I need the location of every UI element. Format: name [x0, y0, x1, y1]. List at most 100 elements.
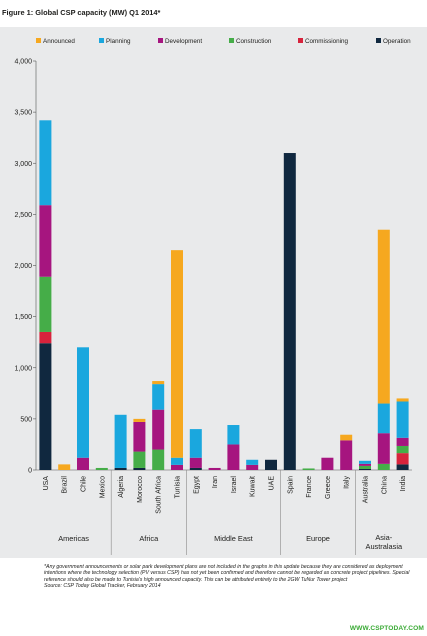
bar-segment-iran-development	[208, 467, 221, 470]
y-tick-label: 3,000	[14, 161, 32, 168]
footnote: *Any government announcements or solar p…	[44, 564, 414, 589]
y-tick-label: 1,000	[14, 365, 32, 372]
figure-title: Figure 1: Global CSP capacity (MW) Q1 20…	[2, 8, 161, 17]
x-tick-label-iran: Iran	[212, 476, 219, 488]
footnote-text: *Any government announcements or solar p…	[44, 564, 410, 583]
x-tick-label-egypt: Egypt	[193, 476, 200, 494]
bar-segment-australia-construction	[359, 465, 371, 469]
x-tick-label-uae: UAE	[269, 476, 276, 491]
bar-segment-algeria-planning	[114, 414, 127, 468]
group-label-middle-east: Middle East	[214, 534, 253, 543]
bar-segment-morocco-operation	[133, 467, 146, 470]
legend-label-announced: Announced	[43, 38, 75, 45]
x-tick-label-chile: Chile	[81, 476, 88, 492]
bar-segment-india-development	[396, 437, 409, 446]
group-label-americas: Americas	[58, 534, 89, 543]
x-tick-label-mexico: Mexico	[99, 476, 106, 498]
bar-segment-morocco-announced	[133, 418, 146, 422]
legend-swatch-development	[158, 38, 163, 43]
x-tick-label-morocco: Morocco	[137, 476, 144, 503]
legend-swatch-construction	[229, 38, 234, 43]
x-tick-label-algeria: Algeria	[118, 476, 125, 498]
bar-segment-israel-planning	[227, 425, 240, 445]
legend-label-development: Development	[165, 38, 202, 45]
y-tick-label: 500	[20, 416, 32, 423]
legend-label-construction: Construction	[236, 38, 272, 45]
bar-segment-usa-construction	[39, 276, 52, 332]
bar-segment-chile-development	[77, 457, 89, 470]
bar-segment-china-planning	[377, 403, 390, 434]
group-label-africa: Africa	[139, 534, 159, 543]
bar-segment-algeria-operation	[114, 467, 127, 470]
x-tick-label-spain: Spain	[287, 476, 294, 494]
bar-segment-india-operation	[396, 464, 409, 470]
x-tick-label-kuwait: Kuwait	[250, 476, 257, 497]
y-tick-label: 4,000	[14, 59, 32, 66]
x-tick-label-usa: USA	[43, 476, 50, 491]
bar-segment-usa-operation	[39, 343, 52, 470]
legend-swatch-planning	[99, 38, 104, 43]
bar-segment-australia-planning	[359, 460, 371, 464]
group-label-asia-australasia-line1: Asia-	[375, 533, 392, 542]
stacked-bar-chart: Announced Planning Development Construction…	[14, 38, 412, 555]
bar-segment-egypt-development	[189, 457, 202, 468]
bar-segment-usa-commissioning	[39, 331, 52, 344]
site-url-link[interactable]: WWW.CSPTODAY.COM	[349, 625, 424, 632]
x-tick-label-china: China	[381, 476, 388, 494]
bar-segment-china-construction	[377, 463, 390, 470]
bar-segment-china-development	[377, 433, 390, 464]
bar-segment-egypt-operation	[189, 467, 202, 470]
y-tick-label: 2,000	[14, 263, 32, 270]
bar-segment-usa-planning	[39, 120, 52, 206]
chart-panel: Announced Planning Development Construction…	[0, 27, 427, 558]
bar-segment-italy-announced	[340, 434, 353, 441]
bar-segment-tunisia-announced	[171, 250, 183, 458]
y-tick-label: 1,500	[14, 314, 32, 321]
bar-segment-tunisia-development	[171, 464, 183, 470]
y-tick-label: 2,500	[14, 212, 32, 219]
bar-segment-morocco-development	[133, 421, 146, 452]
bar-segment-egypt-planning	[189, 429, 202, 458]
bar-segment-south-africa-development	[152, 409, 165, 450]
x-tick-label-italy: Italy	[344, 476, 351, 489]
legend-swatch-operation	[376, 38, 381, 43]
bar-segment-south-africa-announced	[152, 381, 165, 385]
x-tick-label-israel: Israel	[231, 476, 238, 494]
legend-label-operation: Operation	[383, 38, 411, 45]
y-tick-label: 0	[28, 468, 32, 475]
bar-segment-usa-development	[39, 205, 52, 277]
bar-segment-uae-operation	[265, 459, 277, 470]
source-text: Source: CSP Today Global Tracker, Februa…	[44, 582, 161, 589]
bar-segment-india-commissioning	[396, 453, 409, 465]
x-tick-label-brazil: Brazil	[62, 476, 69, 494]
x-tick-label-greece: Greece	[325, 476, 332, 499]
bar-segment-spain-operation	[283, 153, 296, 470]
bar-segment-israel-development	[227, 444, 240, 470]
x-tick-label-tunisia: Tunisia	[175, 476, 182, 498]
y-tick-label: 3,500	[14, 110, 32, 117]
bar-segment-india-construction	[396, 445, 409, 454]
x-tick-label-india: India	[400, 476, 407, 491]
group-label-asia-australasia-line2: Australasia	[366, 542, 403, 551]
bar-segment-kuwait-planning	[246, 459, 259, 465]
bar-segment-india-announced	[396, 398, 409, 402]
bar-segment-south-africa-planning	[152, 384, 165, 410]
bar-segment-tunisia-planning	[171, 457, 183, 465]
bar-segment-kuwait-development	[246, 464, 259, 470]
bar-segment-south-africa-construction	[152, 449, 165, 470]
bar-segment-greece-development	[321, 457, 334, 470]
bar-segment-australia-operation	[359, 468, 371, 470]
x-tick-label-south-africa: South Africa	[156, 476, 163, 514]
bar-segment-italy-development	[340, 440, 353, 470]
legend-label-planning: Planning	[106, 38, 131, 45]
legend-swatch-announced	[36, 38, 41, 43]
bar-segment-morocco-construction	[133, 451, 146, 468]
x-tick-label-australia: Australia	[363, 476, 370, 503]
bar-segment-brazil-announced	[58, 464, 71, 470]
bar-segment-australia-development	[359, 463, 371, 466]
x-tick-label-france: France	[306, 476, 313, 498]
bar-segment-chile-planning	[77, 347, 89, 458]
group-label-europe: Europe	[306, 534, 330, 543]
bar-segment-mexico-construction	[95, 467, 108, 470]
bar-segment-china-announced	[377, 229, 390, 404]
